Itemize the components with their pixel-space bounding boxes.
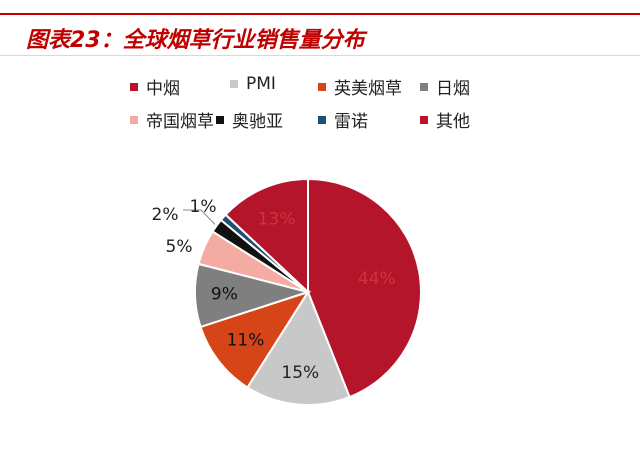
- legend-swatch: [318, 115, 326, 124]
- data-label: 15%: [281, 363, 319, 383]
- legend-item: 雷诺: [318, 107, 368, 132]
- legend-swatch: [230, 80, 238, 88]
- data-label: 5%: [166, 237, 193, 257]
- legend-item: 中烟: [130, 74, 180, 99]
- legend-item: PMI: [230, 74, 276, 94]
- legend-label: 英美烟草: [334, 79, 402, 99]
- leader-line: [183, 209, 216, 225]
- legend-swatch: [130, 82, 138, 91]
- data-label: 1%: [190, 197, 217, 217]
- pie-slice: [246, 289, 351, 406]
- pie-slice: [307, 177, 422, 399]
- legend-label: 帝国烟草: [146, 112, 214, 132]
- data-label: 11%: [227, 331, 265, 351]
- legend-label: 中烟: [146, 79, 180, 99]
- legend-item: 奥驰亚: [216, 107, 283, 132]
- data-label: 13%: [258, 209, 296, 229]
- pie-slice: [199, 290, 311, 389]
- legend-item: 其他: [420, 107, 470, 132]
- legend-label: 雷诺: [334, 112, 368, 132]
- legend-swatch: [216, 115, 224, 124]
- data-label: 9%: [211, 285, 238, 305]
- legend-swatch: [130, 115, 138, 124]
- title-rule: [0, 55, 640, 56]
- figure-title: 图表23：全球烟草行业销售量分布: [26, 28, 365, 53]
- legend-item: 帝国烟草: [130, 107, 214, 132]
- legend-label: PMI: [246, 74, 276, 94]
- data-label: 44%: [358, 269, 396, 289]
- data-label: 2%: [152, 205, 179, 225]
- legend-swatch: [420, 115, 428, 124]
- legend-swatch: [318, 82, 326, 91]
- top-rule: [0, 13, 640, 15]
- legend-label: 日烟: [436, 79, 470, 99]
- legend-swatch: [420, 82, 428, 91]
- pie-slice: [224, 177, 309, 295]
- legend: 中烟 PMI 英美烟草 日烟帝国烟草 奥驰亚 雷诺 其他: [0, 0, 640, 140]
- legend-label: 其他: [436, 112, 470, 132]
- legend-item: 英美烟草: [318, 74, 402, 99]
- legend-label: 奥驰亚: [232, 112, 283, 132]
- legend-item: 日烟: [420, 74, 470, 99]
